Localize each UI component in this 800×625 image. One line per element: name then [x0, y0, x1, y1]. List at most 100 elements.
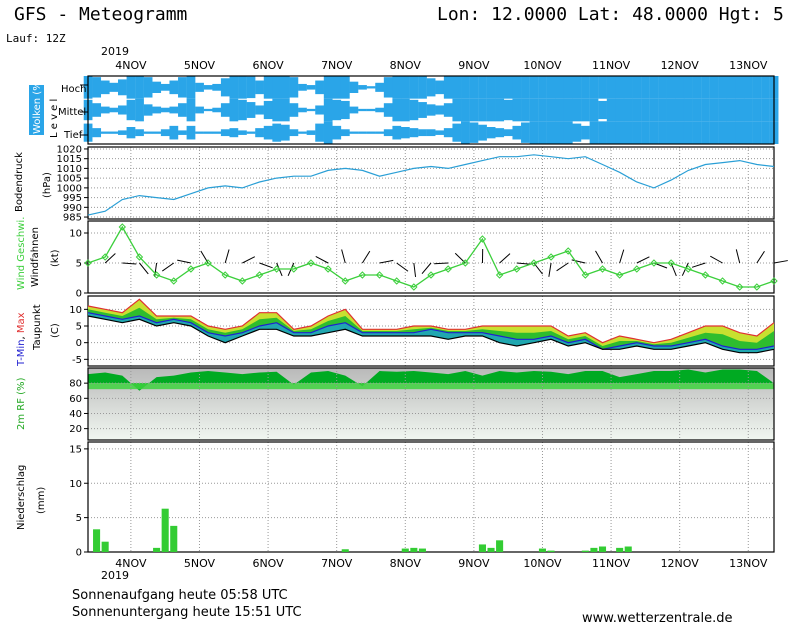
wind-speed-point: [272, 265, 281, 273]
cloud-cell: [229, 76, 239, 99]
cloud-cell: [109, 107, 119, 113]
tmax-line: [87, 298, 775, 344]
cloud-cell: [486, 98, 496, 122]
wind-speed-point: [530, 259, 538, 267]
cloud-cell: [118, 79, 127, 96]
cloud-cell: [735, 98, 745, 122]
y-tick-label: 60: [69, 394, 82, 405]
cloud-cell: [709, 121, 719, 144]
y-tick-label: 15: [69, 444, 82, 455]
wind-speed-point: [375, 271, 384, 279]
cloud-cell: [675, 98, 685, 122]
cloud-cell: [572, 76, 582, 99]
cloud-cell: [100, 131, 110, 134]
wind-speed-point: [101, 253, 109, 261]
cloud-cell: [495, 76, 505, 99]
date-label: 10NOV: [523, 59, 562, 72]
wind-speed-point: [633, 265, 641, 273]
panel-frame: [87, 75, 775, 145]
cloud-cell: [220, 103, 230, 117]
date-label: 12NOV: [661, 557, 700, 570]
y-tick-label: 0: [76, 289, 82, 300]
precip-bar: [496, 540, 504, 552]
cloud-cell: [675, 76, 685, 99]
cloud-cell: [641, 98, 650, 122]
cloud-cell: [135, 76, 144, 99]
precip-bar: [547, 550, 555, 552]
cloud-cell: [709, 76, 719, 99]
cloud-cell: [752, 98, 762, 122]
cloud-cell: [572, 98, 582, 122]
cloud-cell: [615, 121, 625, 144]
cloud-cell: [238, 99, 247, 121]
y-tick-label: 1020: [57, 144, 82, 155]
y-tick-label: 5: [76, 259, 82, 270]
cloud-cell: [306, 108, 316, 112]
level-hoch: Hoch: [61, 84, 86, 95]
cloud-cell: [632, 121, 642, 144]
cloud-cell: [220, 78, 230, 97]
cloud-cell: [152, 131, 162, 134]
cloud-cell: [701, 76, 710, 99]
temp-ylabel2: Taupunkt: [32, 304, 43, 351]
cloud-cell: [649, 121, 659, 144]
cloud-cell: [315, 80, 324, 95]
cloud-cell: [735, 76, 745, 99]
cloud-cell: [400, 98, 410, 122]
wind-speed-point: [152, 271, 161, 279]
cloud-cell: [340, 129, 350, 137]
cloud-cell: [563, 121, 573, 144]
cloud-cell: [555, 121, 565, 144]
humidity-panel: 2m RF (%) 20 40 60 80: [16, 367, 775, 441]
wind-speed-point: [547, 253, 555, 261]
cloud-cell: [589, 98, 599, 122]
wind-speed-point: [444, 265, 452, 273]
location-label: Lon: 12.0000 Lat: 48.0000 Hgt: 5: [437, 4, 784, 25]
cloud-cell: [400, 76, 410, 99]
wind-speed-point: [598, 265, 607, 273]
y-tick-label: 80: [69, 379, 82, 390]
cloud-cell: [409, 99, 419, 121]
cloud-cell: [126, 127, 136, 139]
cloud-cell: [726, 121, 736, 144]
wind-barb: [691, 262, 706, 268]
pressure-unit: (hPa): [42, 172, 53, 198]
wind-barb: [161, 262, 175, 272]
wind-barb: [396, 262, 409, 272]
y-tick-label: -5: [72, 355, 82, 366]
cloud-cell: [486, 76, 496, 99]
precip-bar: [487, 547, 495, 552]
cloud-cell: [752, 76, 762, 99]
wind-speed-point: [461, 259, 470, 267]
temp-unit: (C): [50, 323, 61, 338]
temp-ylabel: T-Min, Max: [16, 312, 27, 367]
panel-frame: [87, 367, 775, 441]
cloud-cell: [392, 125, 402, 140]
cloud-cell: [512, 98, 522, 122]
cloud-cell: [229, 98, 239, 122]
cloud-cell: [349, 131, 359, 134]
y-tick-label: 10: [69, 229, 82, 240]
dewpoint-line: [87, 315, 775, 354]
wind-speed-point: [495, 271, 504, 279]
cloud-cell: [641, 76, 650, 99]
cloud-cell: [606, 121, 616, 144]
cloud-cell: [212, 131, 222, 134]
cloud-cell: [521, 98, 530, 122]
cloud-cell: [409, 76, 419, 99]
cloud-cell: [349, 81, 359, 93]
tmin-line: [87, 312, 775, 350]
cloud-cell: [461, 76, 470, 99]
wind-barb: [139, 262, 149, 275]
wind-speed-point: [410, 283, 418, 291]
cloud-cell: [649, 76, 659, 99]
wind-speed-point: [513, 265, 521, 273]
cloud-cell: [615, 98, 625, 122]
cloud-cell: [186, 98, 196, 122]
precip-bar: [101, 541, 109, 552]
humidity-band: [88, 383, 774, 390]
cloud-cell: [298, 83, 307, 91]
cloud-cell: [400, 127, 410, 139]
cloud-cell: [220, 129, 230, 137]
cloud-cell: [280, 76, 290, 99]
